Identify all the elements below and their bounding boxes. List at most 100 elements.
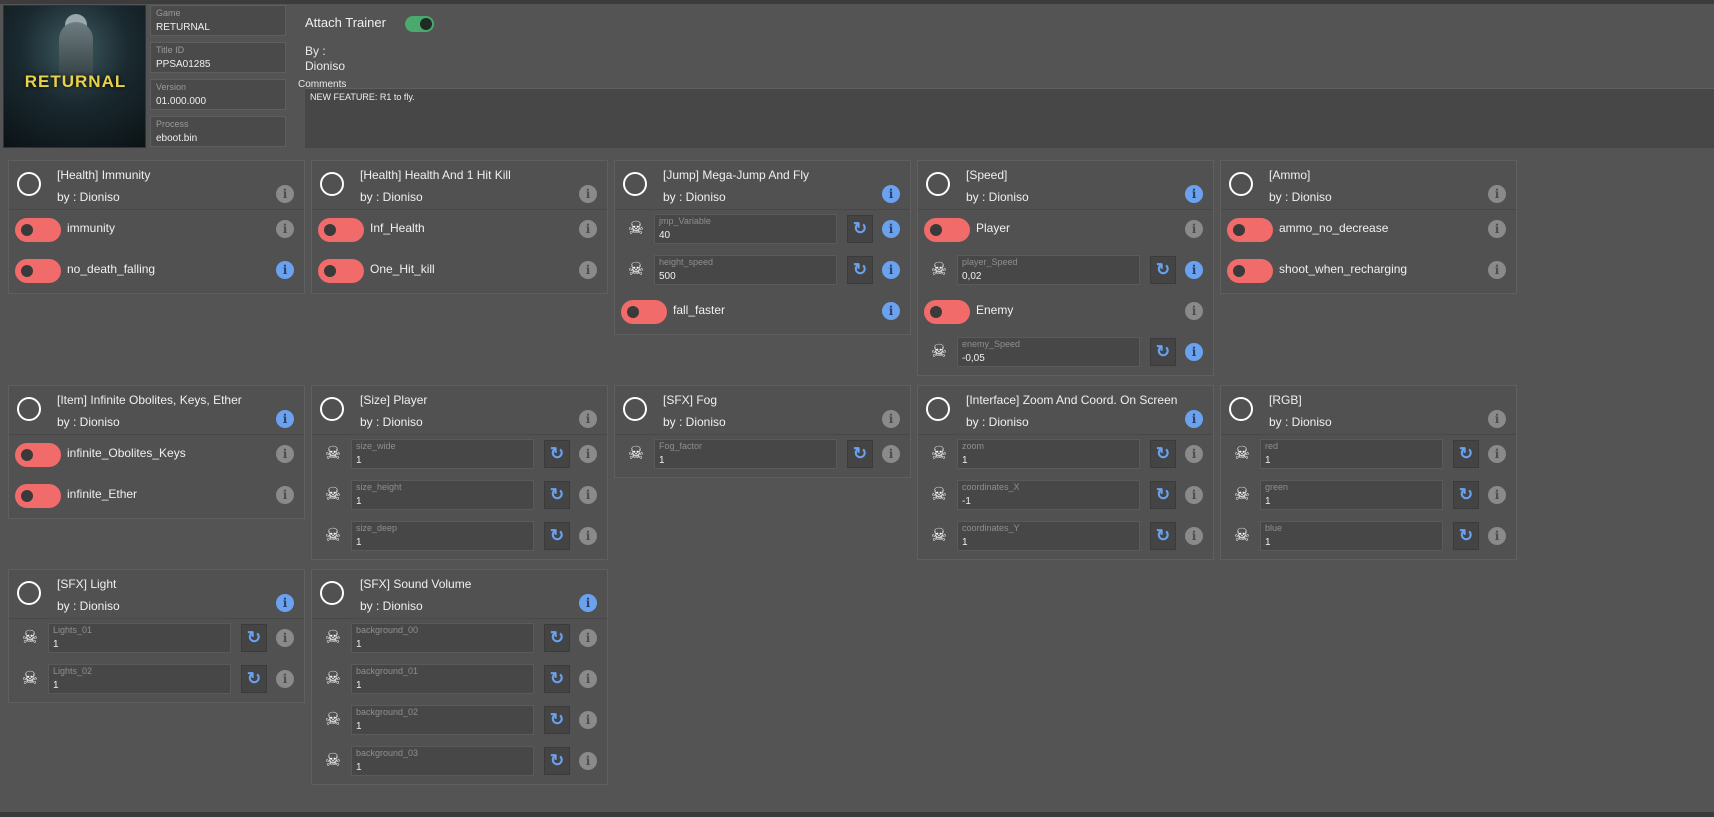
info-icon[interactable]: i (1185, 261, 1203, 279)
reset-icon[interactable]: ↻ (847, 440, 873, 468)
value-input[interactable]: background_02 1 (351, 705, 534, 735)
cheat-toggle[interactable] (318, 218, 364, 242)
value-input[interactable]: size_height 1 (351, 480, 534, 510)
cheat-toggle[interactable] (15, 443, 61, 467)
info-icon[interactable]: i (882, 445, 900, 463)
value-input-value[interactable]: 1 (356, 496, 362, 507)
value-input[interactable]: height_speed 500 (654, 255, 837, 285)
value-input-value[interactable]: 1 (1265, 455, 1271, 466)
value-input-value[interactable]: 1 (53, 639, 59, 650)
reset-icon[interactable]: ↻ (544, 440, 570, 468)
info-icon[interactable]: i (1185, 410, 1203, 428)
info-icon[interactable]: i (276, 670, 294, 688)
info-icon[interactable]: i (276, 486, 294, 504)
info-icon[interactable]: i (579, 261, 597, 279)
value-input[interactable]: Lights_02 1 (48, 664, 231, 694)
value-input-value[interactable]: 1 (356, 537, 362, 548)
info-icon[interactable]: i (276, 220, 294, 238)
value-input[interactable]: background_03 1 (351, 746, 534, 776)
value-input[interactable]: Lights_01 1 (48, 623, 231, 653)
info-icon[interactable]: i (579, 486, 597, 504)
info-icon[interactable]: i (579, 752, 597, 770)
value-input-value[interactable]: 1 (356, 639, 362, 650)
value-input[interactable]: Fog_factor 1 (654, 439, 837, 469)
info-icon[interactable]: i (579, 445, 597, 463)
reset-icon[interactable]: ↻ (1453, 522, 1479, 550)
info-icon[interactable]: i (579, 670, 597, 688)
value-input-value[interactable]: 1 (962, 455, 968, 466)
info-icon[interactable]: i (1488, 261, 1506, 279)
cheat-enable-radio[interactable] (17, 397, 41, 421)
info-icon[interactable]: i (579, 527, 597, 545)
reset-icon[interactable]: ↻ (241, 665, 267, 693)
cheat-toggle[interactable] (15, 218, 61, 242)
value-input-value[interactable]: 40 (659, 230, 671, 241)
info-icon[interactable]: i (882, 302, 900, 320)
reset-icon[interactable]: ↻ (847, 256, 873, 284)
reset-icon[interactable]: ↻ (241, 624, 267, 652)
info-icon[interactable]: i (276, 594, 294, 612)
info-icon[interactable]: i (1488, 185, 1506, 203)
value-input[interactable]: jmp_Variable 40 (654, 214, 837, 244)
cheat-toggle[interactable] (1227, 218, 1273, 242)
value-input[interactable]: size_deep 1 (351, 521, 534, 551)
cheat-toggle[interactable] (924, 300, 970, 324)
value-input-value[interactable]: -0,05 (962, 353, 985, 364)
value-input[interactable]: zoom 1 (957, 439, 1140, 469)
cheat-enable-radio[interactable] (320, 581, 344, 605)
info-icon[interactable]: i (579, 594, 597, 612)
info-icon[interactable]: i (882, 185, 900, 203)
value-input[interactable]: background_00 1 (351, 623, 534, 653)
reset-icon[interactable]: ↻ (1453, 481, 1479, 509)
value-input-value[interactable]: 1 (356, 721, 362, 732)
info-icon[interactable]: i (276, 629, 294, 647)
info-icon[interactable]: i (579, 410, 597, 428)
info-icon[interactable]: i (1185, 445, 1203, 463)
value-input-value[interactable]: 500 (659, 271, 676, 282)
info-icon[interactable]: i (1185, 343, 1203, 361)
reset-icon[interactable]: ↻ (1150, 256, 1176, 284)
info-icon[interactable]: i (1185, 302, 1203, 320)
cheat-toggle[interactable] (15, 259, 61, 283)
value-input-value[interactable]: 1 (962, 537, 968, 548)
reset-icon[interactable]: ↻ (544, 522, 570, 550)
cheat-enable-radio[interactable] (623, 172, 647, 196)
value-input-value[interactable]: 1 (356, 680, 362, 691)
value-input[interactable]: red 1 (1260, 439, 1443, 469)
value-input[interactable]: enemy_Speed -0,05 (957, 337, 1140, 367)
value-input[interactable]: player_Speed 0,02 (957, 255, 1140, 285)
info-icon[interactable]: i (276, 261, 294, 279)
reset-icon[interactable]: ↻ (544, 481, 570, 509)
info-icon[interactable]: i (882, 261, 900, 279)
reset-icon[interactable]: ↻ (847, 215, 873, 243)
cheat-enable-radio[interactable] (17, 581, 41, 605)
cheat-enable-radio[interactable] (623, 397, 647, 421)
info-icon[interactable]: i (1185, 486, 1203, 504)
reset-icon[interactable]: ↻ (1150, 338, 1176, 366)
value-input-value[interactable]: -1 (962, 496, 971, 507)
info-icon[interactable]: i (276, 410, 294, 428)
info-icon[interactable]: i (579, 629, 597, 647)
value-input[interactable]: blue 1 (1260, 521, 1443, 551)
cheat-enable-radio[interactable] (17, 172, 41, 196)
value-input[interactable]: background_01 1 (351, 664, 534, 694)
info-icon[interactable]: i (1488, 410, 1506, 428)
cheat-toggle[interactable] (318, 259, 364, 283)
value-input-value[interactable]: 1 (356, 762, 362, 773)
reset-icon[interactable]: ↻ (1150, 481, 1176, 509)
value-input-value[interactable]: 1 (1265, 496, 1271, 507)
value-input-value[interactable]: 1 (659, 455, 665, 466)
attach-trainer-toggle[interactable] (405, 16, 434, 32)
info-icon[interactable]: i (1488, 527, 1506, 545)
info-icon[interactable]: i (1488, 486, 1506, 504)
reset-icon[interactable]: ↻ (544, 747, 570, 775)
cheat-enable-radio[interactable] (926, 397, 950, 421)
cheat-toggle[interactable] (15, 484, 61, 508)
cheat-enable-radio[interactable] (926, 172, 950, 196)
info-icon[interactable]: i (882, 220, 900, 238)
reset-icon[interactable]: ↻ (1150, 440, 1176, 468)
info-icon[interactable]: i (1488, 220, 1506, 238)
info-icon[interactable]: i (1488, 445, 1506, 463)
cheat-toggle[interactable] (924, 218, 970, 242)
info-icon[interactable]: i (579, 711, 597, 729)
